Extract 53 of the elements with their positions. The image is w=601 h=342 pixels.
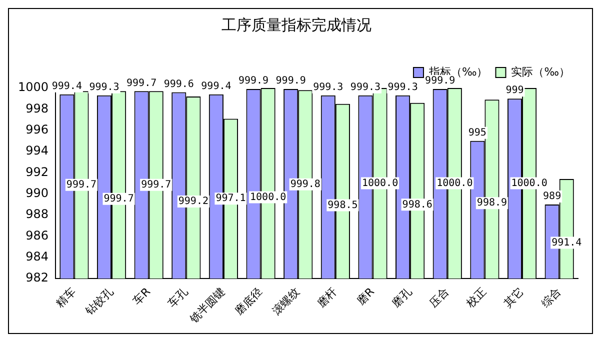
y-tick-label: 996	[26, 122, 49, 136]
x-tick-label: 滚螺纹	[270, 285, 302, 318]
data-label: 998.5	[328, 200, 358, 211]
data-label: 999.7	[104, 193, 134, 204]
data-label: 999.7	[66, 179, 97, 190]
data-label: 999.3	[313, 82, 344, 94]
data-label: 998.9	[476, 198, 508, 209]
x-tick-label: 其它	[501, 285, 526, 310]
x-tick-label: 磨杆	[314, 285, 340, 310]
data-label: 998.6	[402, 199, 432, 210]
data-label: 999.6	[164, 78, 194, 90]
data-label: 999.7	[141, 179, 172, 190]
data-label: 999.4	[52, 80, 82, 92]
x-tick-label: 车R	[130, 284, 154, 308]
data-label: 997.1	[216, 193, 246, 204]
y-tick-label: 992	[26, 164, 49, 179]
data-label: 999.4	[201, 80, 232, 92]
data-label: 999.9	[425, 76, 456, 87]
x-tick-label: 车孔	[166, 285, 190, 310]
x-tick-label: 钻铰孔	[82, 285, 116, 318]
data-label: 995	[468, 128, 486, 139]
y-tick-label: 988	[26, 207, 49, 222]
data-label: 991.4	[552, 237, 582, 248]
chart-title: 工序质量指标完成情况	[222, 16, 372, 34]
x-tick-label: 压合	[426, 285, 452, 310]
x-tick-label: 校正	[463, 285, 489, 311]
x-tick-label: 磨孔	[389, 285, 414, 310]
data-label: 999.7	[126, 78, 157, 89]
y-tick-label: 986	[26, 228, 49, 242]
x-tick-label: 综合	[538, 285, 564, 310]
y-tick-label: 1000	[18, 80, 49, 94]
data-label: 1000.0	[436, 178, 473, 189]
x-tick-label: 磨底径	[232, 285, 265, 318]
x-tick-label: 精车	[54, 285, 78, 310]
data-label: 1000.0	[362, 178, 398, 189]
data-label: 999.3	[388, 82, 418, 94]
data-label: 999.9	[238, 76, 269, 87]
data-label: 999.3	[89, 82, 120, 94]
y-tick-label: 998	[26, 101, 49, 116]
y-tick-label: 984	[26, 250, 49, 264]
y-tick-label: 990	[26, 186, 49, 200]
data-label: 999.2	[178, 196, 208, 208]
y-tick-label: 982	[26, 270, 49, 285]
data-label: 999.9	[276, 76, 306, 87]
y-tick-label: 994	[26, 144, 49, 158]
data-label: 999	[506, 85, 524, 96]
data-label: 989	[543, 191, 562, 202]
data-label: 999.8	[290, 178, 320, 190]
data-label: 999.3	[350, 82, 381, 94]
data-label: 1000.0	[511, 178, 548, 189]
data-label: 1000.0	[250, 192, 286, 203]
legend-label: 实际（‰）	[511, 65, 570, 78]
x-tick-label: 磨R	[354, 284, 378, 308]
